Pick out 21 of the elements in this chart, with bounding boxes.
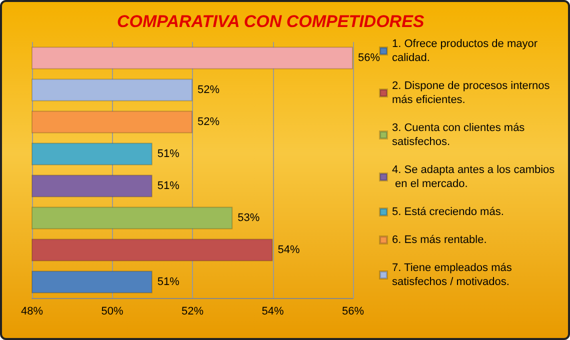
x-tick-label: 52%	[181, 306, 204, 318]
x-tick-label: 56%	[342, 306, 364, 318]
legend-label: 2. Dispone de procesos internos más eficientes.	[392, 80, 553, 106]
data-label: 52%	[198, 116, 220, 128]
data-label: 51%	[157, 276, 180, 288]
data-label: 54%	[278, 244, 300, 256]
legend-label: 6. Es más rentable.	[392, 234, 487, 246]
data-label: 56%	[358, 52, 380, 64]
legend-label: 4. Se adapta antes a los cambios en el mercado.	[392, 164, 556, 190]
chart-title: COMPARATIVA CON COMPETIDORES	[117, 12, 425, 31]
data-label: 51%	[157, 148, 180, 160]
data-label: 51%	[157, 180, 180, 192]
legend-label: 1. Ofrece productos de mayor calidad.	[392, 38, 541, 64]
x-tick-label: 48%	[20, 306, 44, 318]
data-label: 52%	[198, 84, 220, 96]
data-label: 53%	[238, 212, 260, 224]
x-tick-label: 54%	[262, 306, 284, 318]
legend-label: 7. Tiene empleados más satisfechos / motivados.	[392, 262, 515, 288]
legend-label: 3. Cuenta con clientes más satisfechos.	[392, 122, 528, 148]
legend-label: 5. Está creciendo más.	[392, 206, 504, 218]
x-tick-label: 50%	[101, 306, 124, 318]
